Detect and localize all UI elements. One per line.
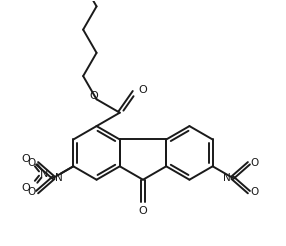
Text: N: N [55, 173, 63, 183]
Text: N: N [223, 173, 231, 183]
Text: O: O [250, 158, 258, 168]
Text: O: O [28, 158, 36, 168]
Text: O: O [21, 183, 30, 193]
Text: O: O [28, 187, 36, 197]
Text: O: O [139, 206, 147, 216]
Text: O: O [250, 187, 258, 197]
Text: O: O [21, 154, 30, 164]
Text: O: O [138, 85, 147, 95]
Text: N: N [40, 169, 49, 179]
Text: O: O [89, 91, 98, 101]
